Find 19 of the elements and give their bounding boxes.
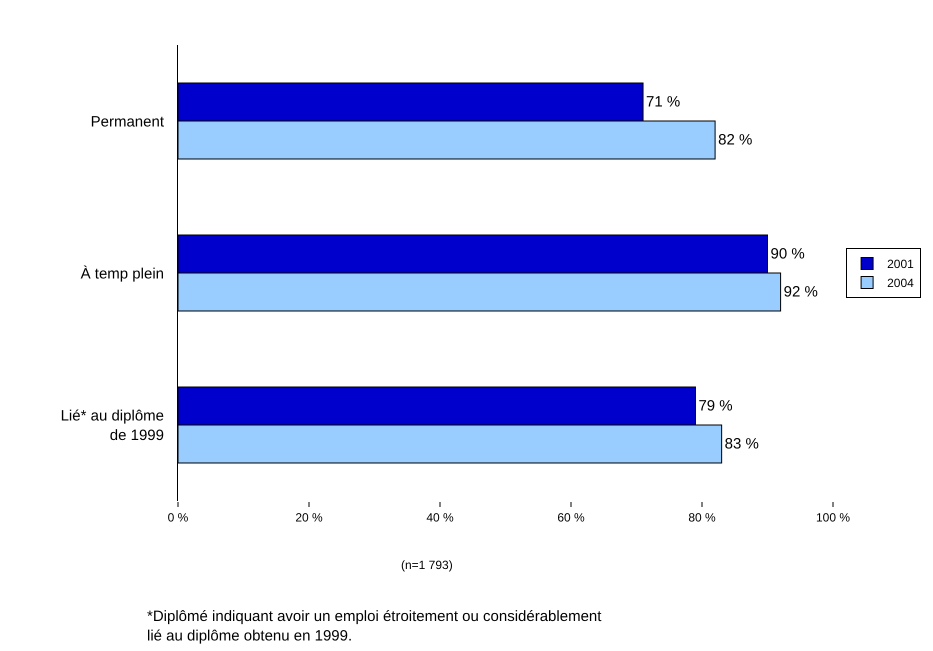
data-label: 79 % bbox=[698, 398, 733, 414]
data-label: 83 % bbox=[724, 436, 759, 452]
data-label: 90 % bbox=[770, 246, 805, 262]
text: (n=1 793) bbox=[401, 558, 453, 572]
text: *Diplômé indiquant avoir un emploi étroitement ou considérablement lié au diplôme obtenu en 1999. bbox=[147, 608, 602, 644]
y-tick-label: À temp plein bbox=[80, 264, 164, 282]
legend-label: 2001 bbox=[887, 257, 914, 272]
x-tick-label: 80 % bbox=[688, 510, 716, 524]
data-label: 71 % bbox=[646, 94, 680, 110]
y-tick-label: Lié* au diplôme de 1999 bbox=[60, 408, 164, 444]
data-label: 82 % bbox=[718, 132, 752, 148]
x-tick-label: 20 % bbox=[295, 510, 323, 524]
data-label: 92 % bbox=[784, 284, 818, 300]
legend-label: 2004 bbox=[887, 276, 914, 290]
x-tick-label: 100 % bbox=[816, 510, 850, 524]
y-tick-label: Permanent bbox=[90, 113, 165, 130]
x-tick-label: 0 % bbox=[168, 510, 189, 524]
x-tick-label: 60 % bbox=[557, 510, 585, 524]
x-tick-label: 40 % bbox=[426, 510, 454, 524]
